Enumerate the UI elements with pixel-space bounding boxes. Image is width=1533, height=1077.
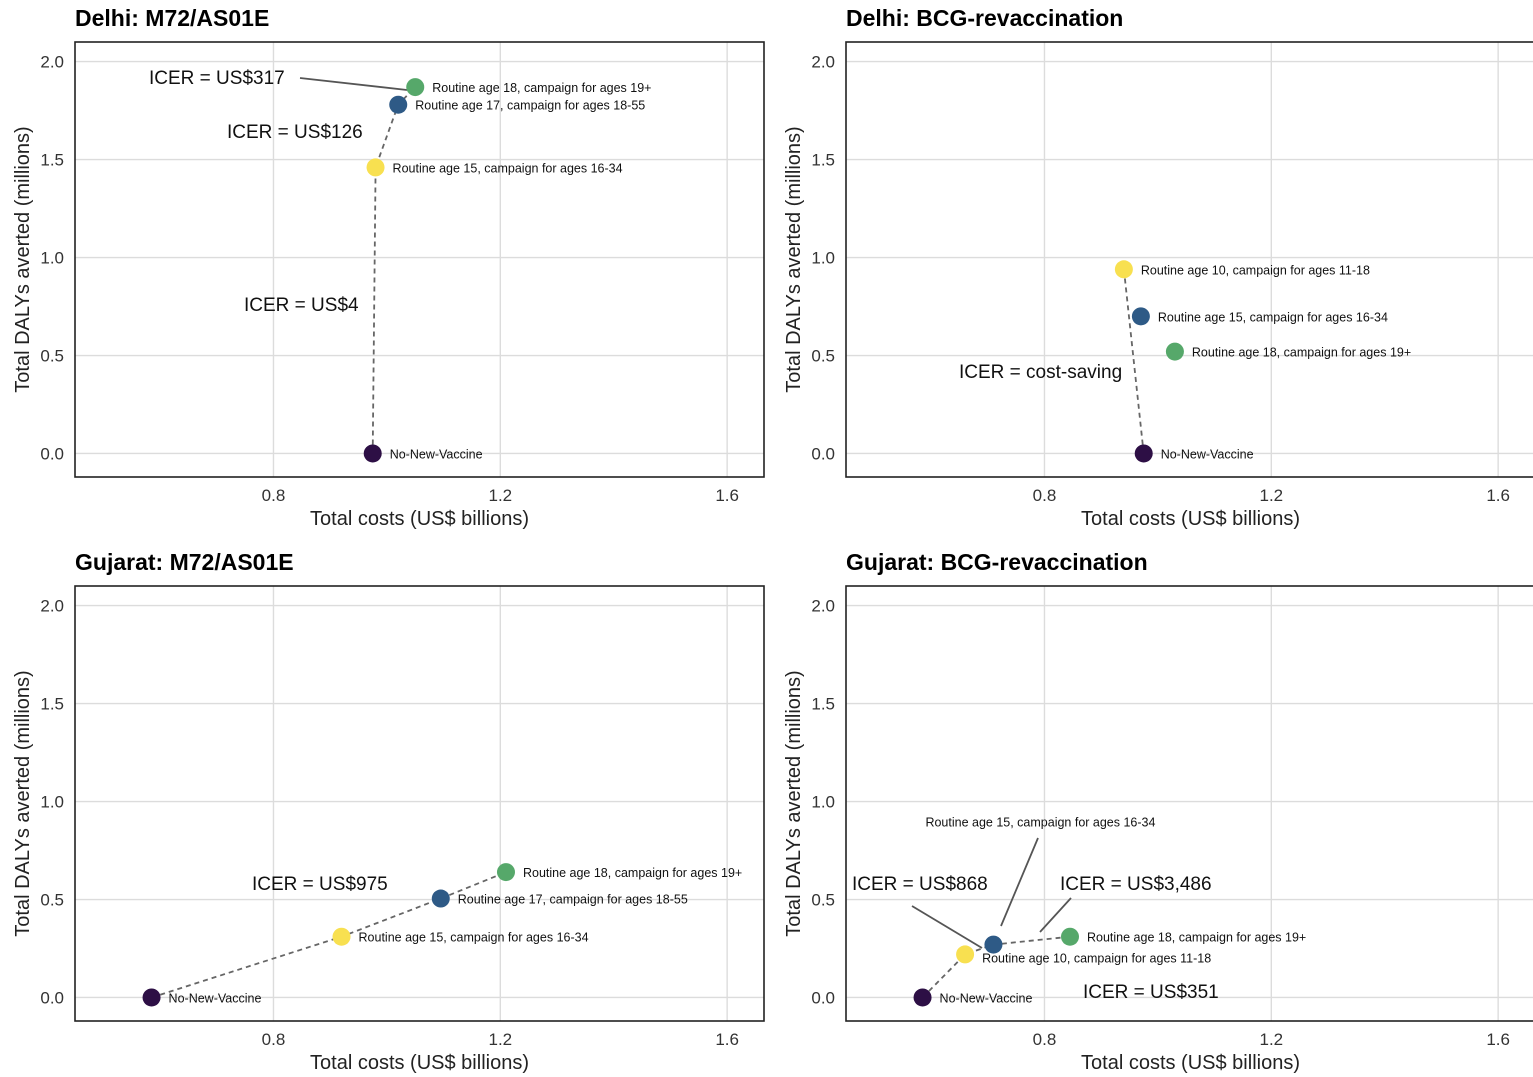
- panel-3-point-label: No-New-Vaccine: [169, 991, 262, 1005]
- panel-3-point-label: Routine age 15, campaign for ages 16-34: [359, 931, 589, 945]
- panel-4-icer-leader-line: [1039, 897, 1072, 933]
- panel-1-point-label: Routine age 15, campaign for ages 16-34: [393, 161, 623, 175]
- panel-4-y-tick-label: 1.0: [811, 793, 835, 812]
- panel-3-y-axis-title: Total DALYs averted (millions): [12, 670, 34, 936]
- panel-2-data-point: [1114, 260, 1133, 279]
- panel-2-y-tick-label: 1.0: [811, 249, 835, 268]
- panel-1-data-point: [363, 444, 382, 463]
- panel-1-point-label: Routine age 17, campaign for ages 18-55: [415, 99, 645, 113]
- panel-1-y-tick-label: 2.0: [40, 53, 64, 72]
- panel-3-y-tick-label: 1.0: [40, 793, 64, 812]
- panel-2-x-tick-label: 1.2: [1259, 486, 1283, 505]
- panel-4-x-tick-label: 1.2: [1259, 1030, 1283, 1049]
- panel-2-title: Delhi: BCG-revaccination: [846, 5, 1123, 31]
- panel-3-data-point: [496, 863, 515, 882]
- panel-2-x-tick-label: 0.8: [1033, 486, 1057, 505]
- panel-4-label-leader-line: [1000, 837, 1039, 927]
- panel-4-y-tick-label: 2.0: [811, 597, 835, 616]
- panel-2-point-label: Routine age 15, campaign for ages 16-34: [1158, 310, 1388, 324]
- panel-4-title: Gujarat: BCG-revaccination: [846, 549, 1148, 575]
- panel-4-y-tick-label: 1.5: [811, 695, 835, 714]
- panel-2-data-point: [1134, 444, 1153, 463]
- panel-3-icer-annotation: ICER = US$975: [252, 874, 388, 895]
- panel-1-icer-annotation: ICER = US$126: [227, 122, 363, 143]
- panel-1-y-axis-title: Total DALYs averted (millions): [12, 126, 34, 392]
- panel-3-title: Gujarat: M72/AS01E: [75, 549, 294, 575]
- panel-3-y-tick-label: 0.0: [40, 988, 64, 1007]
- panel-2-point-label: No-New-Vaccine: [1161, 447, 1254, 461]
- panel-1-point-label: No-New-Vaccine: [390, 447, 483, 461]
- panel-2-plot-frame: [845, 41, 1533, 478]
- panel-1-point-label: Routine age 18, campaign for ages 19+: [432, 81, 651, 95]
- panel-1-data-point: [366, 158, 385, 177]
- panel-2-y-axis-title: Total DALYs averted (millions): [783, 126, 805, 392]
- panel-3-data-point: [431, 889, 450, 908]
- panel-1-y-tick-label: 0.0: [40, 444, 64, 463]
- panel-4-data-point: [956, 945, 975, 964]
- panel-4-frontier-line: [921, 935, 1071, 999]
- panel-4-point-label: Routine age 18, campaign for ages 19+: [1087, 931, 1306, 945]
- panel-4-icer-leader-line: [911, 905, 983, 949]
- panel-4-icer-annotation: ICER = US$351: [1083, 982, 1219, 1003]
- panel-3-x-tick-label: 1.2: [488, 1030, 512, 1049]
- panel-2-frontier-line: [1123, 269, 1145, 454]
- panel-4-data-point: [913, 988, 932, 1007]
- panel-1-title: Delhi: M72/AS01E: [75, 5, 269, 31]
- panel-3-frontier-line: [151, 871, 507, 999]
- panel-1-y-tick-label: 1.5: [40, 151, 64, 170]
- panel-3-x-tick-label: 1.6: [715, 1030, 739, 1049]
- panel-4-icer-annotation: ICER = US$3,486: [1060, 874, 1212, 895]
- panel-1-x-tick-label: 0.8: [262, 486, 286, 505]
- panel-4-y-axis-title: Total DALYs averted (millions): [783, 670, 805, 936]
- panel-3-x-tick-label: 0.8: [262, 1030, 286, 1049]
- panel-4-data-point: [984, 935, 1003, 954]
- panel-1-frontier-line: [371, 86, 416, 454]
- panel-4-y-tick-label: 0.0: [811, 988, 835, 1007]
- panel-2-y-tick-label: 1.5: [811, 151, 835, 170]
- panel-2-data-point: [1131, 307, 1150, 326]
- panel-3-point-label: Routine age 18, campaign for ages 19+: [523, 866, 742, 880]
- panel-1-icer-leader-line: [299, 77, 408, 91]
- panel-4-x-axis-title: Total costs (US$ billions): [1081, 1052, 1300, 1074]
- panel-1-x-tick-label: 1.6: [715, 486, 739, 505]
- panel-4-icer-annotation: ICER = US$868: [852, 874, 988, 895]
- panel-3-y-tick-label: 1.5: [40, 695, 64, 714]
- panel-2-x-tick-label: 1.6: [1486, 486, 1510, 505]
- panel-3-point-label: Routine age 17, campaign for ages 18-55: [458, 893, 688, 907]
- panel-2-y-tick-label: 0.0: [811, 444, 835, 463]
- panel-3-y-tick-label: 2.0: [40, 597, 64, 616]
- panel-4-point-label: No-New-Vaccine: [940, 991, 1033, 1005]
- panel-1-icer-annotation: ICER = US$317: [149, 68, 285, 89]
- panel-4-x-tick-label: 0.8: [1033, 1030, 1057, 1049]
- panel-2-point-label: Routine age 10, campaign for ages 11-18: [1141, 263, 1370, 277]
- panel-2-point-label: Routine age 18, campaign for ages 19+: [1192, 346, 1411, 360]
- panel-1-plot-frame: [74, 41, 765, 478]
- panel-4-y-tick-label: 0.5: [811, 891, 835, 910]
- panel-2-y-tick-label: 0.5: [811, 347, 835, 366]
- panel-2-data-point: [1165, 342, 1184, 361]
- panel-3-plot-frame: [74, 585, 765, 1022]
- panel-3-data-point: [332, 927, 351, 946]
- panel-3-x-axis-title: Total costs (US$ billions): [310, 1052, 529, 1074]
- panel-4-point-label: Routine age 10, campaign for ages 11-18: [982, 951, 1211, 965]
- panel-1-x-axis-title: Total costs (US$ billions): [310, 508, 529, 530]
- panel-1-x-tick-label: 1.2: [488, 486, 512, 505]
- panel-1-icer-annotation: ICER = US$4: [244, 295, 359, 316]
- panel-4-plot-frame: [845, 585, 1533, 1022]
- panel-4-point-label: Routine age 15, campaign for ages 16-34: [925, 816, 1155, 830]
- panel-2-y-tick-label: 2.0: [811, 53, 835, 72]
- panel-4-data-point: [1060, 927, 1079, 946]
- panel-1-data-point: [389, 95, 408, 114]
- panel-1-y-tick-label: 0.5: [40, 347, 64, 366]
- panel-3-data-point: [142, 988, 161, 1007]
- panel-4-x-tick-label: 1.6: [1486, 1030, 1510, 1049]
- panel-1-data-point: [406, 78, 425, 97]
- panel-2-icer-annotation: ICER = cost-saving: [959, 362, 1122, 383]
- panel-3-y-tick-label: 0.5: [40, 891, 64, 910]
- panel-1-y-tick-label: 1.0: [40, 249, 64, 268]
- panel-2-x-axis-title: Total costs (US$ billions): [1081, 508, 1300, 530]
